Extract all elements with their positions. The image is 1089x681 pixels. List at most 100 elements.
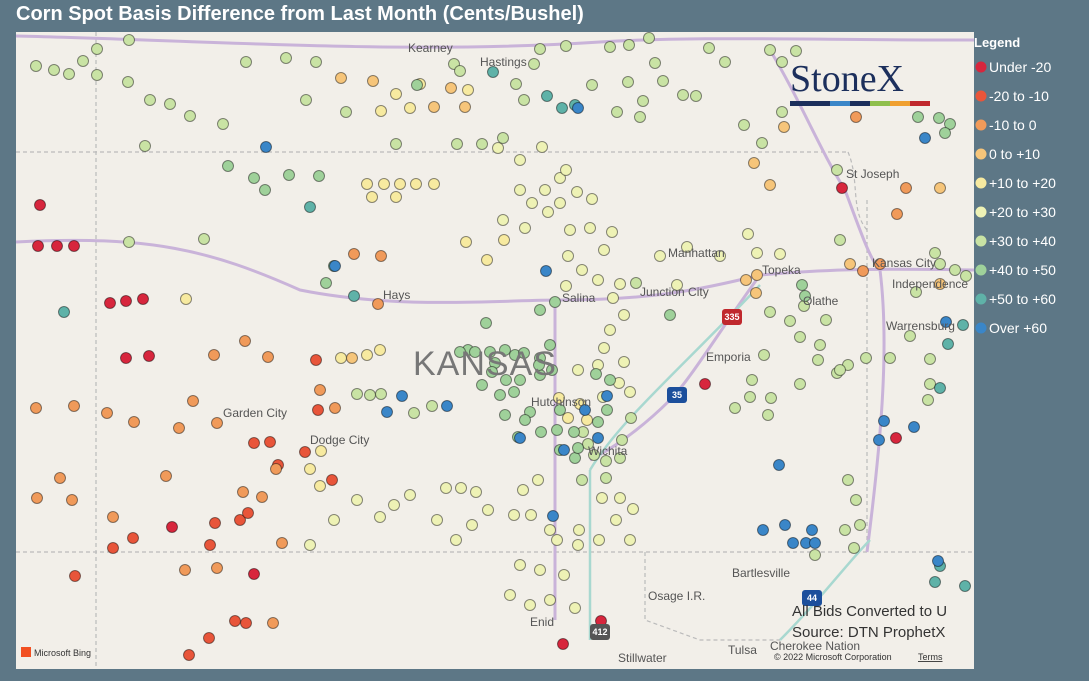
bid-point [351, 388, 363, 400]
bid-point [482, 504, 494, 516]
bid-point [569, 452, 581, 464]
route-label: 35 [672, 390, 682, 400]
bid-point [128, 416, 140, 428]
bid-point [404, 489, 416, 501]
bid-point [519, 414, 531, 426]
bid-point [539, 184, 551, 196]
bid-point [410, 178, 422, 190]
bid-point [776, 56, 788, 68]
bid-point [546, 364, 558, 376]
bid-point [746, 374, 758, 386]
bid-point [351, 494, 363, 506]
bid-point [562, 412, 574, 424]
bid-point [346, 352, 358, 364]
place-label: Hastings [480, 55, 527, 69]
bid-point [32, 240, 44, 252]
bid-point [643, 32, 655, 44]
bid-point [492, 142, 504, 154]
bid-point [611, 106, 623, 118]
bid-point [558, 569, 570, 581]
bid-point [143, 350, 155, 362]
bid-point [904, 330, 916, 342]
bid-point [68, 400, 80, 412]
bid-point [120, 352, 132, 364]
visual-title: Corn Spot Basis Difference from Last Mon… [16, 3, 584, 25]
bid-point [581, 414, 593, 426]
bid-point [690, 90, 702, 102]
bid-point [624, 534, 636, 546]
bid-point [592, 432, 604, 444]
bid-point [58, 306, 70, 318]
legend-swatch [975, 61, 987, 73]
bid-point [572, 442, 584, 454]
bid-point [586, 193, 598, 205]
bid-point [553, 392, 565, 404]
bid-point [857, 265, 869, 277]
bid-point [812, 354, 824, 366]
bid-point [374, 511, 386, 523]
bid-point [671, 279, 683, 291]
place-label: Olathe [803, 294, 839, 308]
bid-point [794, 331, 806, 343]
bid-point [919, 132, 931, 144]
bid-point [719, 56, 731, 68]
bid-point [891, 208, 903, 220]
bid-point [623, 39, 635, 51]
bid-point [203, 632, 215, 644]
bid-point [549, 296, 561, 308]
bid-point [510, 78, 522, 90]
bid-point [428, 101, 440, 113]
bid-point [616, 434, 628, 446]
bid-point [63, 68, 75, 80]
place-label: Tulsa [728, 643, 757, 657]
route-label: 44 [807, 593, 817, 603]
bid-point [912, 111, 924, 123]
bid-point [508, 386, 520, 398]
bid-point [799, 290, 811, 302]
bid-point [164, 98, 176, 110]
legend-swatch [975, 264, 987, 276]
bid-point [959, 580, 971, 592]
logo-bar [790, 101, 930, 106]
bid-point [922, 394, 934, 406]
bid-point [572, 102, 584, 114]
bid-point [601, 390, 613, 402]
bid-point [960, 270, 972, 282]
bid-point [933, 112, 945, 124]
bid-point [796, 279, 808, 291]
route-shield [802, 590, 822, 606]
place-label: Garden City [223, 406, 287, 420]
bid-point [310, 56, 322, 68]
bid-point [592, 416, 604, 428]
bid-point [179, 564, 191, 576]
bid-point [836, 182, 848, 194]
bid-point [366, 191, 378, 203]
bid-point [579, 404, 591, 416]
bid-point [842, 474, 854, 486]
map: Kearney Hastings St Joseph Hays Manhattan Jun… [15, 32, 975, 669]
bid-point [569, 602, 581, 614]
bid-point [326, 474, 338, 486]
bid-point [460, 236, 472, 248]
bid-point [364, 389, 376, 401]
bid-point [649, 57, 661, 69]
bid-point [774, 248, 786, 260]
bid-point [518, 94, 530, 106]
place-label: Wichita [588, 444, 628, 458]
bid-point [123, 236, 135, 248]
bid-point [714, 250, 726, 262]
bid-point [558, 444, 570, 456]
bid-point [572, 364, 584, 376]
bid-point [450, 534, 462, 546]
bid-point [884, 352, 896, 364]
bid-point [480, 317, 492, 329]
terms-link[interactable]: Terms [918, 652, 943, 662]
bid-point [607, 292, 619, 304]
bid-point [239, 335, 251, 347]
bid-point [900, 182, 912, 194]
bid-point [526, 197, 538, 209]
bid-point [328, 514, 340, 526]
bid-point [939, 127, 951, 139]
bid-point [592, 274, 604, 286]
bid-point [404, 102, 416, 114]
